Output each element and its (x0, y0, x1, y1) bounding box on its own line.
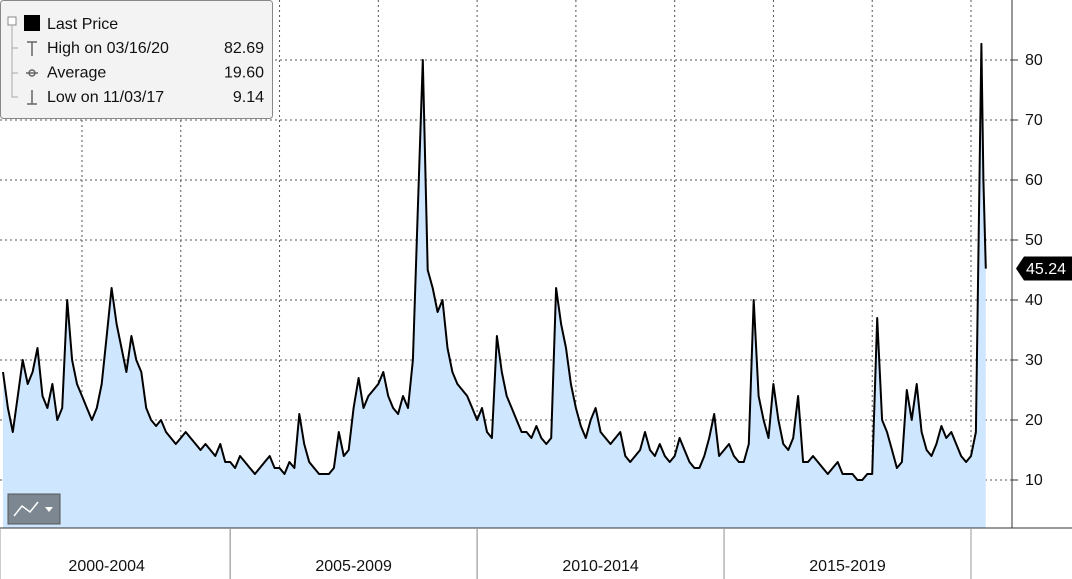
line (2, 42, 987, 481)
area (3, 43, 986, 529)
legend: Last Price High on 03/16/20 82.69 Average 19… (0, 0, 273, 119)
legend-stat-value: 82.69 (224, 40, 264, 57)
dropdown-arrow (45, 507, 53, 512)
y-tick-label: 10 (1025, 472, 1043, 489)
legend-stat-label: Average (47, 65, 106, 82)
legend-expander (7, 16, 17, 26)
legend-tree (11, 26, 18, 98)
legend-stat-icon (27, 41, 37, 56)
chart-type-button[interactable] (7, 493, 61, 525)
legend-stat-label: High on 03/16/20 (47, 40, 169, 57)
plot (0, 0, 1012, 529)
legend-stat-value: 9.14 (233, 89, 264, 106)
legend-stat-icon (26, 69, 38, 77)
legend-stat-value: 19.60 (224, 65, 264, 82)
legend-stat-icon (27, 90, 37, 105)
legend-swatch (24, 15, 40, 31)
y-tick-label: 80 (1025, 52, 1043, 69)
legend-stat-label: Low on 11/03/17 (47, 89, 164, 106)
y-tick-label: 50 (1025, 232, 1043, 249)
button-icon (13, 501, 39, 517)
last-price-tag (1016, 256, 1072, 281)
y-tick-label: 60 (1025, 172, 1043, 189)
x-period-label: 2010-2014 (562, 558, 639, 575)
x-period-label: 2005-2009 (315, 558, 392, 575)
x-period-label: 2000-2004 (68, 558, 145, 575)
y-tick-label: 70 (1025, 112, 1043, 129)
last-price-label: 45.24 (1026, 261, 1066, 278)
y-tick-label: 20 (1025, 412, 1043, 429)
x-period-label: 2015-2019 (809, 558, 886, 575)
legend-box (0, 0, 273, 119)
legend-label: Last Price (47, 16, 118, 33)
y-tick-label: 40 (1025, 292, 1043, 309)
y-tick-label: 30 (1025, 352, 1043, 369)
